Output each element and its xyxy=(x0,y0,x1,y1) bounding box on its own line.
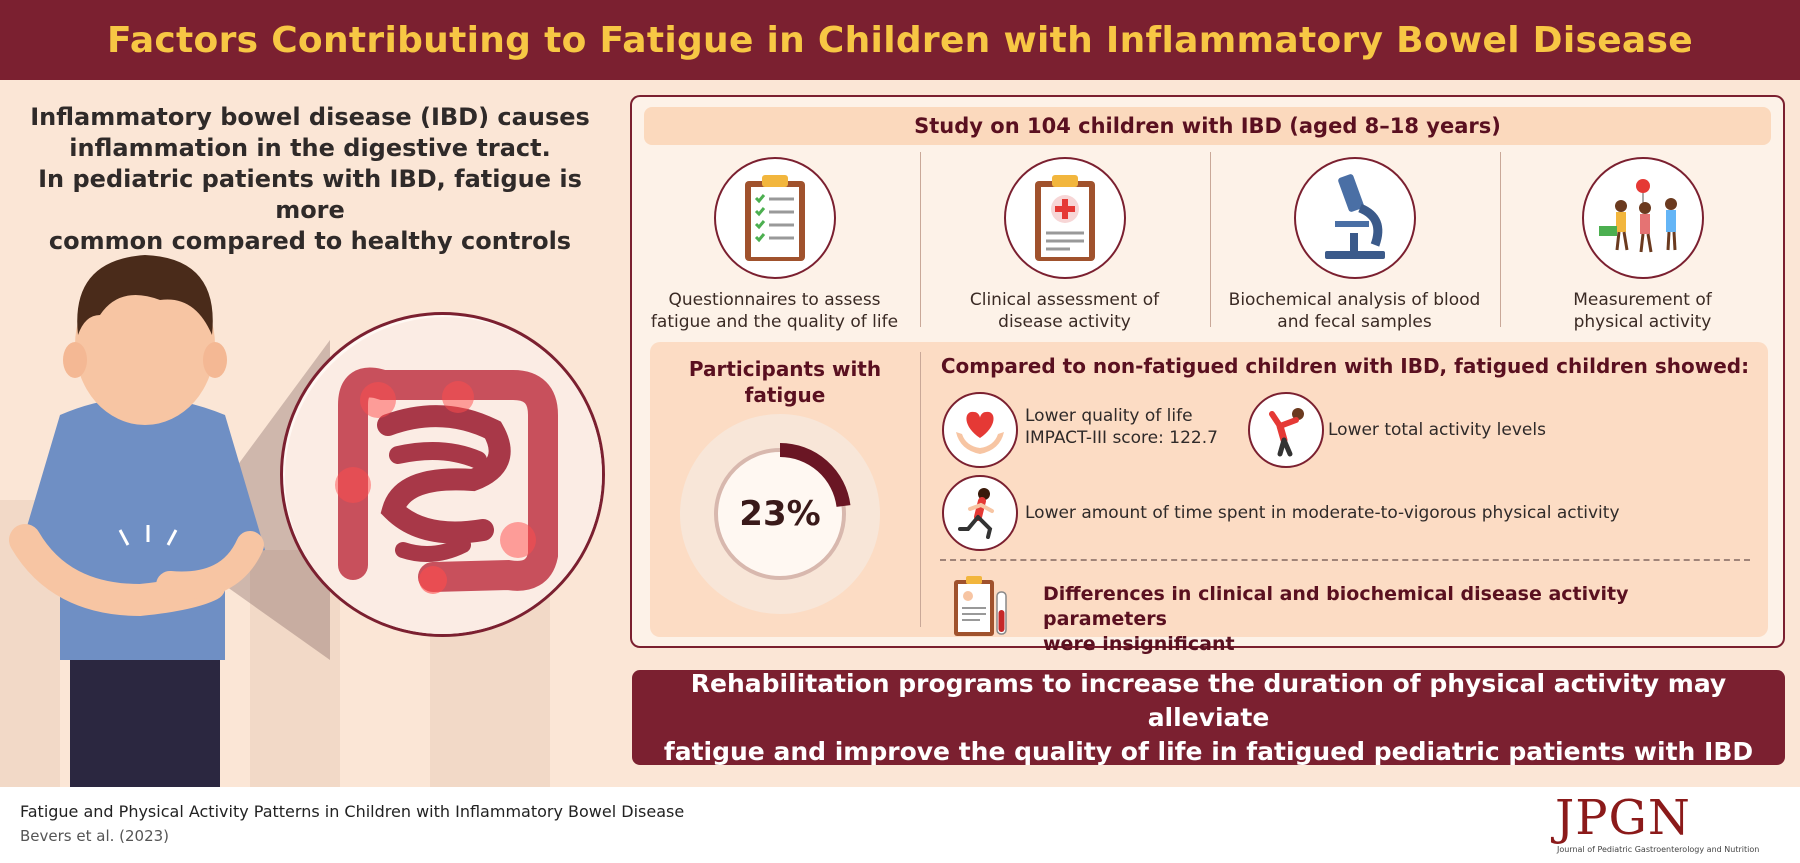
stretching-person-icon xyxy=(1269,408,1304,457)
intestine-zoom-circle xyxy=(280,312,605,637)
divider xyxy=(1210,152,1211,327)
method-label-line: Clinical assessment of xyxy=(969,290,1160,310)
method-biochemical: Biochemical analysis of blood and fecal … xyxy=(1212,157,1497,337)
footer-article-title: Fatigue and Physical Activity Patterns i… xyxy=(20,802,685,821)
insignificant-line: were insignificant xyxy=(1043,633,1235,655)
method-label: Measurement of physical activity xyxy=(1500,289,1785,333)
participants-title-line: Participants with xyxy=(688,357,882,381)
participants-fatigue: Participants with fatigue 23% xyxy=(650,342,920,637)
results-panel: Participants with fatigue 23% Compared t… xyxy=(650,342,1768,655)
inflamed-intestine-icon xyxy=(285,317,602,634)
rehab-text: Rehabilitation programs to increase the … xyxy=(632,667,1785,769)
intro-text: Inflammatory bowel disease (IBD) causes … xyxy=(20,102,600,257)
finding-icon-circle xyxy=(942,392,1018,468)
donut-svg xyxy=(714,443,851,580)
method-label-line: physical activity xyxy=(1573,312,1712,332)
playing-children-icon xyxy=(1598,179,1677,253)
intro-line: inflammation in the digestive tract. xyxy=(69,134,551,162)
finding-line: IMPACT-III score: 122.7 xyxy=(1025,428,1218,448)
running-girl-icon xyxy=(958,488,994,539)
method-icon-circle xyxy=(713,157,836,279)
insignificant-line: Differences in clinical and biochemical … xyxy=(1043,583,1629,630)
rehab-line: fatigue and improve the quality of life … xyxy=(663,736,1754,766)
method-label-line: fatigue and the quality of life xyxy=(650,312,899,332)
rehab-conclusion: Rehabilitation programs to increase the … xyxy=(632,669,1785,766)
insignificant-differences-text: Differences in clinical and biochemical … xyxy=(1043,582,1743,657)
method-label-line: and fecal samples xyxy=(1277,312,1432,332)
divider xyxy=(920,352,921,627)
method-icon-circle xyxy=(1003,157,1126,279)
method-label-line: Measurement of xyxy=(1573,290,1712,310)
method-clinical: Clinical assessment of disease activity xyxy=(922,157,1207,337)
method-label: Biochemical analysis of blood and fecal … xyxy=(1212,289,1497,333)
finding-icon-circle xyxy=(1248,392,1324,468)
footer: Fatigue and Physical Activity Patterns i… xyxy=(0,787,1800,863)
journal-logo-subtitle: Journal of Pediatric Gastroenterology an… xyxy=(1557,845,1760,854)
footer-authors: Bevers et al. (2023) xyxy=(20,827,170,845)
participants-title-line: fatigue xyxy=(744,383,826,407)
rehab-line: Rehabilitation programs to increase the … xyxy=(690,668,1727,732)
divider xyxy=(920,152,921,327)
report-tube-icon xyxy=(954,576,1007,636)
comparison-title: Compared to non-fatigued children with I… xyxy=(940,354,1750,378)
method-label-line: Questionnaires to assess xyxy=(668,290,881,310)
divider xyxy=(1500,152,1501,327)
method-label: Questionnaires to assess fatigue and the… xyxy=(632,289,917,333)
method-icon-circle xyxy=(1293,157,1416,279)
microscope-icon xyxy=(1324,174,1385,259)
finding-text: Lower total activity levels xyxy=(1328,420,1546,440)
percent-label: 23% xyxy=(739,494,821,534)
header-banner: Factors Contributing to Fatigue in Child… xyxy=(0,0,1800,80)
intro-line: common compared to healthy controls xyxy=(48,227,572,255)
study-title: Study on 104 children with IBD (aged 8–1… xyxy=(644,107,1771,145)
donut-chart: 23% xyxy=(680,414,880,614)
method-icon-circle xyxy=(1581,157,1704,279)
finding-text: Lower amount of time spent in moderate-t… xyxy=(1025,503,1620,523)
page-title: Factors Contributing to Fatigue in Child… xyxy=(107,19,1693,61)
finding-text: Lower quality of life IMPACT-III score: … xyxy=(1025,405,1218,449)
donut-arc xyxy=(779,443,851,508)
finding-line: Lower quality of life xyxy=(1025,406,1193,426)
journal-logo: JPGN xyxy=(1555,790,1691,846)
intro-line: Inflammatory bowel disease (IBD) causes xyxy=(30,103,590,131)
intro-line: In pediatric patients with IBD, fatigue … xyxy=(38,165,582,224)
heart-hands-icon xyxy=(956,411,1004,454)
study-panel: Study on 104 children with IBD (aged 8–1… xyxy=(630,95,1785,655)
method-label-line: disease activity xyxy=(998,312,1131,332)
main-area: Inflammatory bowel disease (IBD) causes … xyxy=(0,80,1800,787)
medical-clipboard-icon xyxy=(1034,175,1095,261)
method-label-line: Biochemical analysis of blood xyxy=(1228,290,1481,310)
participants-title: Participants with fatigue xyxy=(650,356,920,408)
method-label: Clinical assessment of disease activity xyxy=(922,289,1207,333)
clipboard-checklist-icon xyxy=(744,175,805,261)
background-building xyxy=(250,550,340,787)
finding-icon-circle xyxy=(942,475,1018,551)
method-physical-activity: Measurement of physical activity xyxy=(1500,157,1785,337)
method-questionnaires: Questionnaires to assess fatigue and the… xyxy=(632,157,917,337)
dashed-divider xyxy=(940,559,1750,561)
